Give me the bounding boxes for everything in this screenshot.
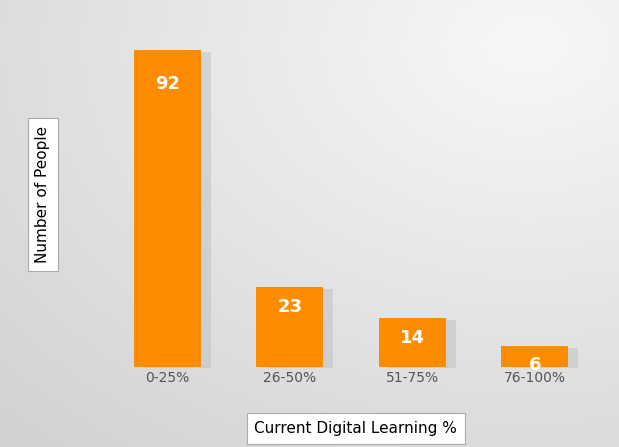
FancyBboxPatch shape	[266, 289, 333, 368]
Text: Current Digital Learning %: Current Digital Learning %	[254, 421, 457, 436]
FancyBboxPatch shape	[388, 320, 456, 368]
FancyBboxPatch shape	[511, 348, 578, 368]
Bar	[256, 287, 324, 367]
Text: 92: 92	[155, 75, 180, 93]
Bar	[379, 318, 446, 367]
FancyBboxPatch shape	[144, 51, 211, 368]
Bar	[501, 346, 568, 367]
Text: 6: 6	[529, 356, 541, 374]
Bar	[134, 50, 201, 367]
Text: Number of People: Number of People	[35, 126, 51, 263]
Text: 14: 14	[400, 329, 425, 347]
Text: 23: 23	[277, 298, 302, 316]
